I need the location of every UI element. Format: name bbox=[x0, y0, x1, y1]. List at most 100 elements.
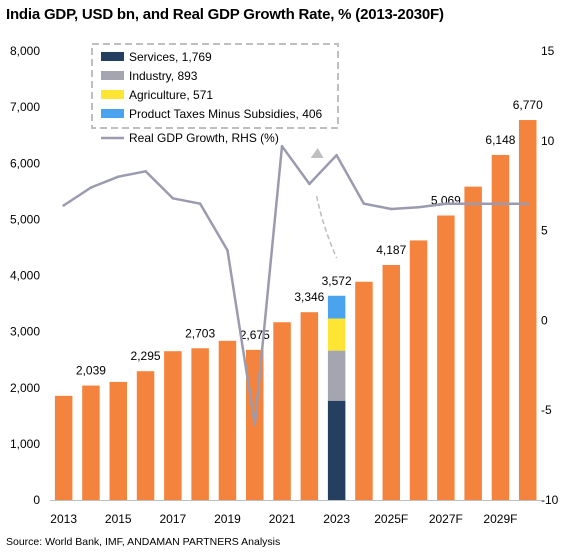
growth-point bbox=[471, 202, 475, 205]
source-note: Source: World Bank, IMF, ANDAMAN PARTNER… bbox=[6, 536, 281, 548]
bar-label-background bbox=[128, 349, 163, 364]
growth-point bbox=[444, 202, 448, 205]
growth-line-group bbox=[62, 144, 530, 426]
bar-label-background bbox=[510, 98, 545, 113]
growth-point bbox=[417, 205, 420, 209]
x-tick-label: 2021 bbox=[269, 512, 296, 526]
growth-point bbox=[526, 202, 530, 205]
gdp-bar-2027F bbox=[437, 215, 455, 500]
x-tick-label: 2017 bbox=[159, 512, 186, 526]
bar-label-background bbox=[483, 132, 518, 147]
legend-swatch bbox=[101, 52, 124, 61]
x-tick-label: 2027F bbox=[429, 512, 463, 526]
stack-segment-services bbox=[327, 400, 346, 500]
growth-point bbox=[499, 202, 502, 205]
x-tick-label: 2015 bbox=[105, 512, 132, 526]
legend: Services, 1,769 Industry, 893 Agriculture,… bbox=[91, 43, 339, 145]
x-tick-label: 2025F bbox=[374, 512, 408, 526]
y-left-tick-label: 0 bbox=[33, 493, 40, 507]
x-tick-label: 2029F bbox=[483, 512, 517, 526]
gdp-bar-2015 bbox=[109, 381, 127, 500]
y-left-tick-label: 7,000 bbox=[10, 100, 40, 114]
growth-point bbox=[253, 423, 257, 426]
bar-value-label: 4,187 bbox=[376, 243, 406, 257]
x-axis: 2013 2015 2017 2019 2021 2023 2025F 2027F 2029F bbox=[50, 512, 517, 526]
x-tick-label: 2019 bbox=[214, 512, 241, 526]
stack-segment-agriculture bbox=[327, 318, 346, 351]
y-left-tick-label: 3,000 bbox=[10, 325, 40, 339]
gdp-bar-2017 bbox=[164, 351, 182, 500]
bar-label-background bbox=[183, 326, 218, 341]
growth-point bbox=[226, 249, 229, 252]
gdp-bar-2030F bbox=[519, 120, 537, 500]
legend-swatch bbox=[101, 90, 124, 99]
gdp-bars bbox=[54, 120, 537, 501]
gdp-bar-2028F bbox=[464, 186, 482, 501]
bar-value-label: 2,675 bbox=[240, 328, 270, 342]
bar-value-label: 3,346 bbox=[294, 290, 324, 304]
gdp-bar-2024F bbox=[355, 281, 373, 500]
legend-swatch bbox=[101, 71, 124, 80]
annotation-group bbox=[310, 148, 338, 259]
y-left-tick-label: 4,000 bbox=[10, 269, 40, 283]
gdp-bar-2021 bbox=[273, 322, 291, 500]
y-right-tick-label: 0 bbox=[541, 313, 548, 327]
legend-label: Industry, 893 bbox=[129, 69, 198, 83]
annotation-arrow bbox=[315, 195, 338, 259]
growth-point bbox=[308, 182, 311, 186]
legend-swatch bbox=[101, 109, 124, 118]
gdp-bar-2013 bbox=[54, 395, 73, 500]
y-right-tick-label: -10 bbox=[541, 493, 559, 507]
growth-point bbox=[280, 144, 284, 148]
bar-label-background bbox=[73, 363, 108, 378]
bar-value-label: 6,770 bbox=[513, 98, 543, 112]
bar-value-label: 6,148 bbox=[485, 133, 515, 147]
gdp-bar-2026F bbox=[409, 240, 428, 500]
y-axis-right: -10 -5 0 5 10 15 bbox=[541, 44, 559, 507]
growth-point bbox=[62, 204, 65, 207]
bar-label-background bbox=[374, 243, 409, 258]
growth-line bbox=[62, 144, 528, 426]
growth-point bbox=[144, 170, 147, 173]
growth-point bbox=[362, 202, 366, 205]
legend-label: Services, 1,769 bbox=[129, 50, 212, 64]
growth-point bbox=[171, 196, 175, 200]
y-axis-left: 0 1,000 2,000 3,000 4,000 5,000 6,000 7,000 8,00… bbox=[10, 44, 40, 507]
bar-value-label: 2,295 bbox=[131, 349, 161, 363]
gdp-bar-2019 bbox=[218, 340, 237, 500]
legend-label: Real GDP Growth, RHS (%) bbox=[129, 131, 279, 145]
growth-point bbox=[389, 207, 393, 211]
legend-label: Product Taxes Minus Subsidies, 406 bbox=[129, 107, 323, 121]
growth-point bbox=[89, 186, 93, 189]
x-tick-label: 2013 bbox=[50, 512, 77, 526]
bar-label-background bbox=[292, 290, 327, 305]
gdp-bar-2025F bbox=[382, 265, 400, 500]
gdp-bar-2029F bbox=[491, 154, 510, 501]
y-left-tick-label: 6,000 bbox=[10, 156, 40, 170]
y-left-tick-label: 5,000 bbox=[10, 212, 40, 226]
y-right-tick-label: -5 bbox=[541, 403, 552, 417]
growth-point bbox=[335, 153, 338, 157]
legend-label: Agriculture, 571 bbox=[129, 88, 213, 102]
y-right-tick-label: 15 bbox=[541, 44, 555, 58]
gdp-bar-2022 bbox=[300, 312, 319, 500]
annotation-arrowhead bbox=[310, 148, 324, 158]
gdp-bar-2014 bbox=[82, 385, 100, 500]
y-left-tick-label: 8,000 bbox=[10, 44, 40, 58]
legend-box bbox=[91, 43, 339, 129]
stack-segment-product-taxes-minus-subsidies bbox=[327, 295, 346, 319]
x-tick-label: 2023 bbox=[323, 512, 350, 526]
bar-value-label: 3,572 bbox=[322, 274, 352, 288]
growth-point bbox=[116, 175, 120, 179]
y-left-tick-label: 1,000 bbox=[10, 437, 40, 451]
growth-point bbox=[198, 202, 202, 205]
y-right-tick-label: 10 bbox=[541, 134, 555, 148]
stack-segment-industry bbox=[327, 350, 346, 401]
chart-title: India GDP, USD bn, and Real GDP Growth R… bbox=[6, 6, 444, 23]
gdp-bar-2018 bbox=[191, 348, 209, 500]
bar-label-background bbox=[319, 273, 354, 288]
y-right-tick-label: 5 bbox=[541, 224, 548, 238]
y-left-tick-label: 2,000 bbox=[10, 381, 40, 395]
gdp-bar-2016 bbox=[136, 371, 155, 500]
